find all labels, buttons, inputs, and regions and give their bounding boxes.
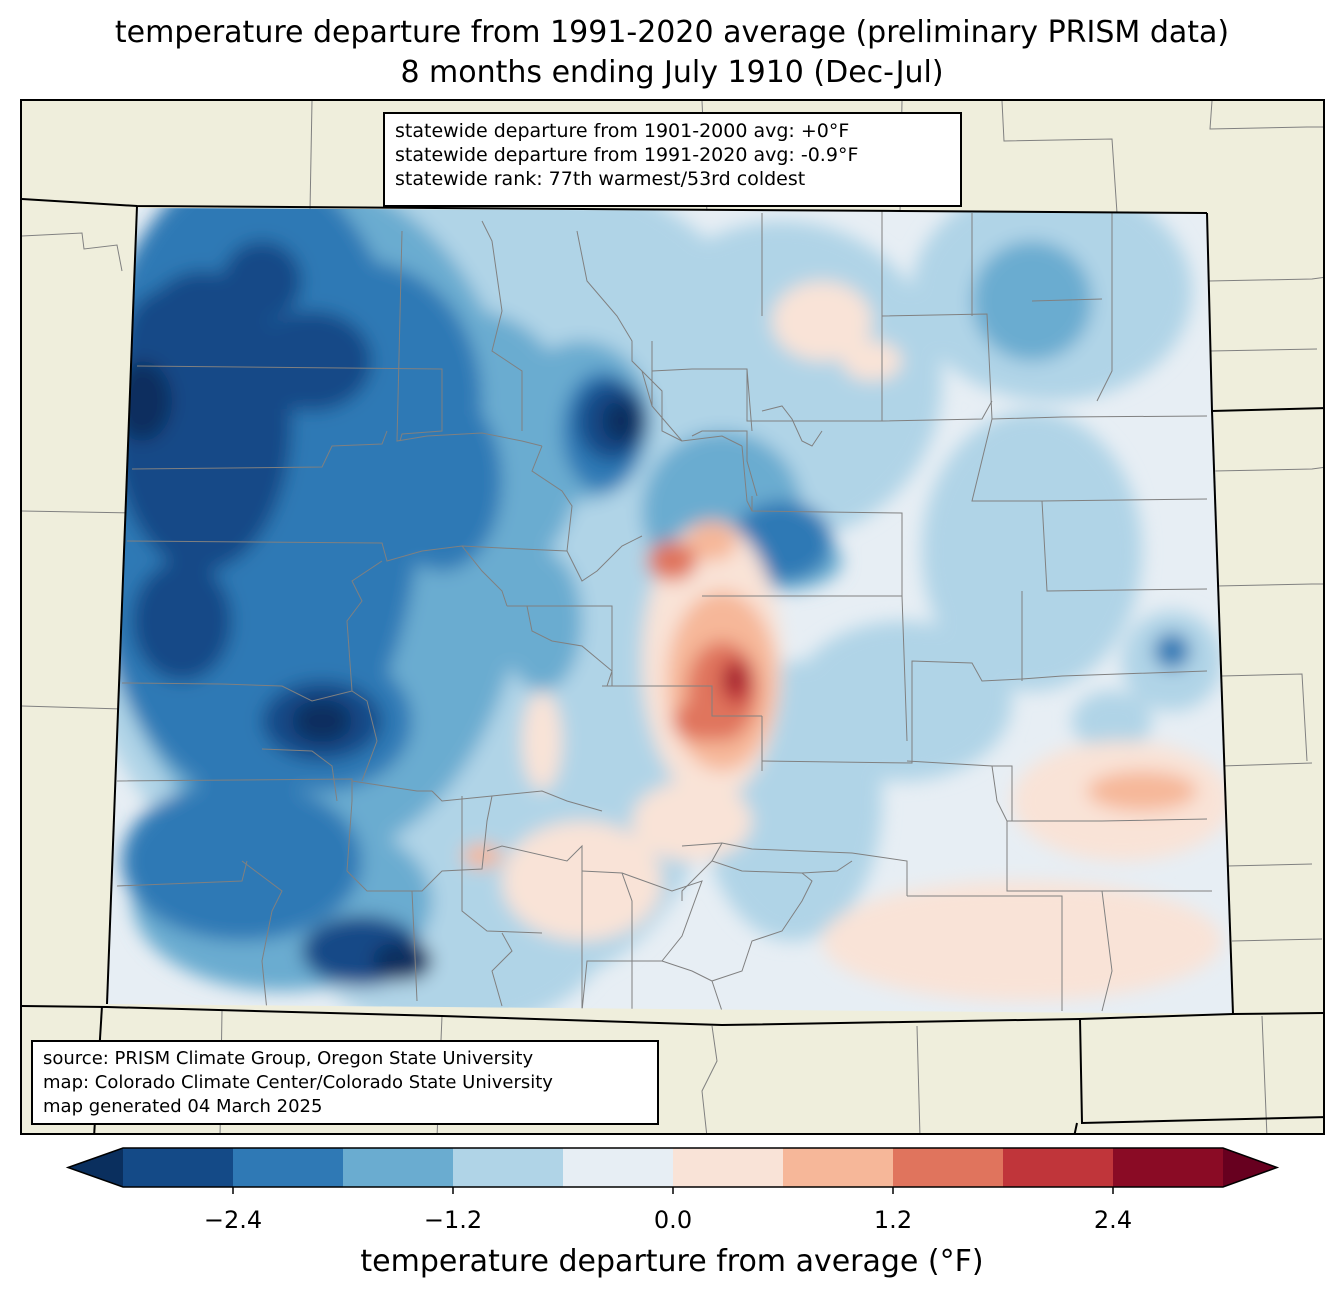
field-blob xyxy=(822,881,1222,1001)
colorbar-tick-label: 0.0 xyxy=(653,1206,693,1234)
colorbar-segment xyxy=(1003,1148,1114,1187)
colorbar-label: temperature departure from average (°F) xyxy=(360,1244,984,1279)
field-blob xyxy=(462,844,502,868)
colorbar-segment xyxy=(673,1148,784,1187)
field-blob xyxy=(372,941,432,981)
field-blob xyxy=(112,361,172,441)
colorbar-tick-label: −2.4 xyxy=(203,1206,263,1234)
colorbar-segments xyxy=(65,1147,1280,1188)
field-blob xyxy=(842,341,902,381)
state-borders xyxy=(22,198,1323,1133)
field-blobs xyxy=(107,208,1232,1014)
colorbar-outline xyxy=(65,1147,1280,1188)
colorbar-segment xyxy=(563,1148,674,1187)
colorbar-tick-label: −1.2 xyxy=(423,1206,483,1234)
source-box: source: PRISM Climate Group, Oregon Stat… xyxy=(31,1040,659,1125)
colorbar-segment xyxy=(893,1148,1004,1187)
field-blob xyxy=(792,621,1012,781)
field-blob xyxy=(292,699,352,743)
source-map-credit: map: Colorado Climate Center/Colorado St… xyxy=(43,1072,553,1093)
field-blob xyxy=(772,281,872,361)
field-blob xyxy=(1154,633,1190,669)
county-lines xyxy=(116,211,1212,1012)
stats-departure-1901-2000: statewide departure from 1901-2000 avg: … xyxy=(395,120,850,142)
colorbar-over-arrow xyxy=(1223,1148,1277,1187)
map-panel xyxy=(20,99,1325,1135)
field-blob xyxy=(602,399,642,443)
temperature-field xyxy=(107,208,1233,1014)
colorbar-ticks xyxy=(232,1187,1114,1194)
map-title-line1: temperature departure from 1991-2020 ave… xyxy=(114,15,1230,50)
field-blob xyxy=(687,521,737,561)
field-blob xyxy=(132,561,232,681)
colorbar-tick-label: 2.4 xyxy=(1093,1206,1133,1234)
field-blob xyxy=(647,541,697,581)
map-title-line2: 8 months ending July 1910 (Dec-Jul) xyxy=(400,55,944,90)
colorbar-tick-label: 1.2 xyxy=(873,1206,913,1234)
source-prism: source: PRISM Climate Group, Oregon Stat… xyxy=(43,1048,534,1069)
field-blob xyxy=(1072,691,1152,751)
field-blob xyxy=(382,391,502,571)
colorbar-segment xyxy=(123,1148,234,1187)
field-blob xyxy=(672,701,732,741)
colorbar xyxy=(65,1147,1280,1194)
source-generated-date: map generated 04 March 2025 xyxy=(43,1096,323,1117)
colorbar-segment xyxy=(453,1148,564,1187)
field-blob xyxy=(502,551,582,691)
field-blob xyxy=(222,241,302,321)
field-blob xyxy=(252,311,372,411)
colorbar-segment xyxy=(1113,1148,1224,1187)
field-blob xyxy=(1087,771,1197,811)
colorbar-segment xyxy=(783,1148,894,1187)
colorbar-under-arrow xyxy=(68,1148,123,1187)
statewide-stats-box: statewide departure from 1901-2000 avg: … xyxy=(383,112,962,207)
stats-departure-1991-2020: statewide departure from 1991-2020 avg: … xyxy=(395,144,859,166)
colorado-map xyxy=(22,101,1323,1133)
stats-rank: statewide rank: 77th warmest/53rd coldes… xyxy=(395,168,806,190)
field-blob xyxy=(727,669,741,689)
field-blob xyxy=(632,781,752,861)
field-blob xyxy=(522,691,562,791)
colorbar-segment xyxy=(233,1148,344,1187)
colorbar-segment xyxy=(343,1148,454,1187)
